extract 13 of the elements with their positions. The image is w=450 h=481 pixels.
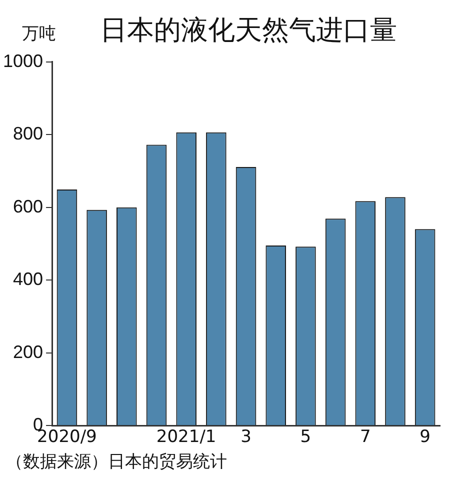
chart-title: 日本的液化天然气进口量	[100, 14, 397, 48]
y-tick-label: 800	[12, 124, 44, 144]
x-tick-label: 9	[420, 427, 430, 448]
x-tick-label: 2021/1	[156, 427, 216, 448]
y-axis-title: 万吨	[22, 23, 56, 45]
text: （数据来源）日本的贸易统计	[6, 451, 227, 473]
y-tick-label: 600	[12, 196, 44, 216]
y-tick-label: 1000	[2, 50, 44, 71]
x-tick-label: 3	[240, 427, 252, 448]
x-tick-label: 5	[300, 427, 312, 448]
y-tick-label: 200	[12, 342, 44, 362]
x-tick-label: 7	[360, 427, 371, 448]
y-tick-label: 400	[12, 269, 44, 290]
